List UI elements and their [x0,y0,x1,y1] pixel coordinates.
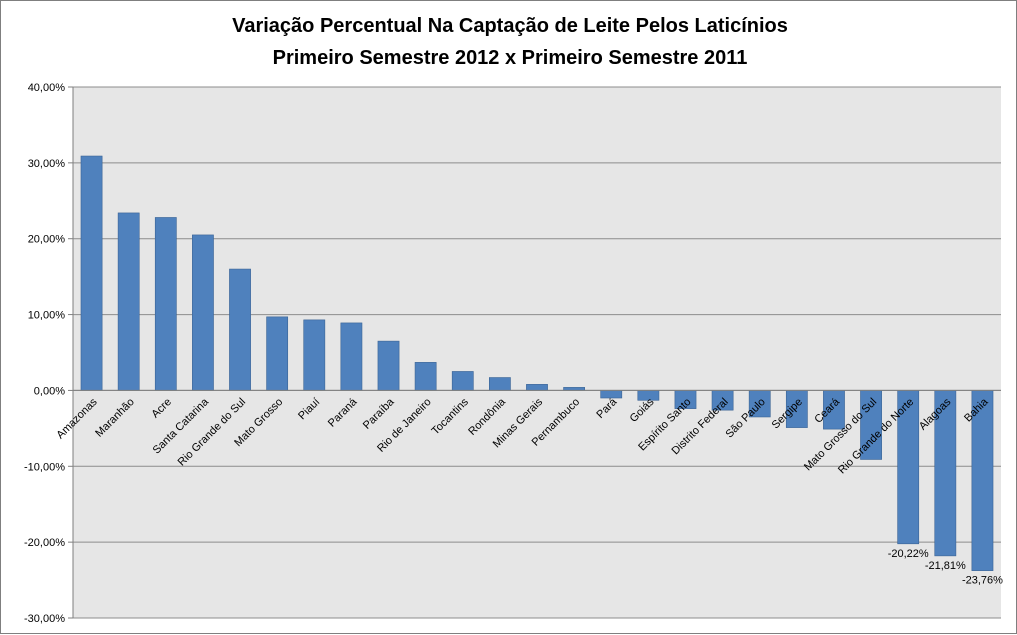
y-tick-label: -30,00% [24,613,65,625]
bar-amazonas [80,155,103,391]
y-tick-label: 10,00% [28,310,66,322]
bar-tocantins [451,371,474,391]
bar-rio-grande-do-sul [229,268,251,391]
bar-acre [154,217,177,391]
bar-paraíba [377,340,400,391]
y-tick-label: 0,00% [34,385,65,397]
bar-piauí [303,319,326,391]
bar-rondônia [489,377,511,391]
bar-santa-catarina [192,234,214,391]
y-axis-ticks: -30,00% -20,00% -10,00% 0,00% 10,00% 20,00% 30… [24,82,74,625]
data-label: -20,22% [888,548,929,560]
y-tick-label: 40,00% [28,82,66,94]
bar-paraná [340,322,363,391]
y-tick-label: -10,00% [24,461,65,473]
data-labels: -20,22%-21,81% -23,76% [888,548,1003,587]
chart-subtitle: Primeiro Semestre 2012 x Primeiro Semest… [273,47,748,69]
bar-mato-grosso [266,316,289,391]
bar-series [73,155,1001,571]
data-label: -21,81% [925,560,966,572]
bar-rio-de-janeiro [414,362,437,391]
bar-minas-gerais [526,384,548,391]
chart-title: Variação Percentual Na Captação de Leite… [232,15,788,37]
data-label: -23,76% [962,575,1003,587]
y-tick-label: 20,00% [28,234,66,246]
y-tick-label: -20,00% [24,537,65,549]
plot-area [73,87,1001,618]
y-tick-label: 30,00% [28,158,66,170]
bar-maranhão [117,212,140,391]
